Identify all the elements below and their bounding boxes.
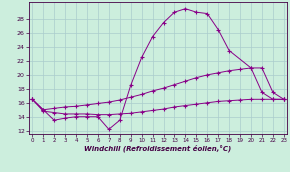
- X-axis label: Windchill (Refroidissement éolien,°C): Windchill (Refroidissement éolien,°C): [84, 145, 232, 152]
